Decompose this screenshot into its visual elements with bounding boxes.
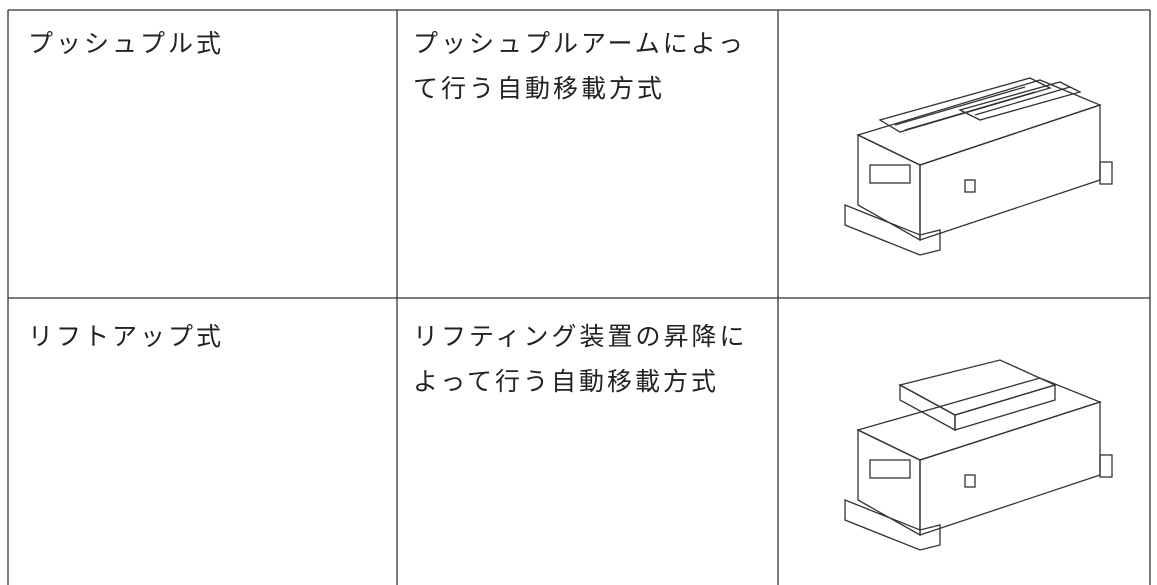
cell-description-line: て行う自動移載方式 [413, 76, 666, 103]
pushpull-vehicle-drawing [844, 77, 1113, 256]
cell-description-line: よって行う自動移載方式 [413, 369, 720, 396]
cell-description-line: リフティング装置の昇降に [413, 324, 748, 351]
cell-name: リフトアップ式 [28, 324, 225, 351]
liftup-vehicle-drawing [844, 359, 1113, 551]
cell-description-line: プッシュプルアームによっ [413, 31, 747, 58]
cell-name: プッシュプル式 [28, 31, 225, 58]
